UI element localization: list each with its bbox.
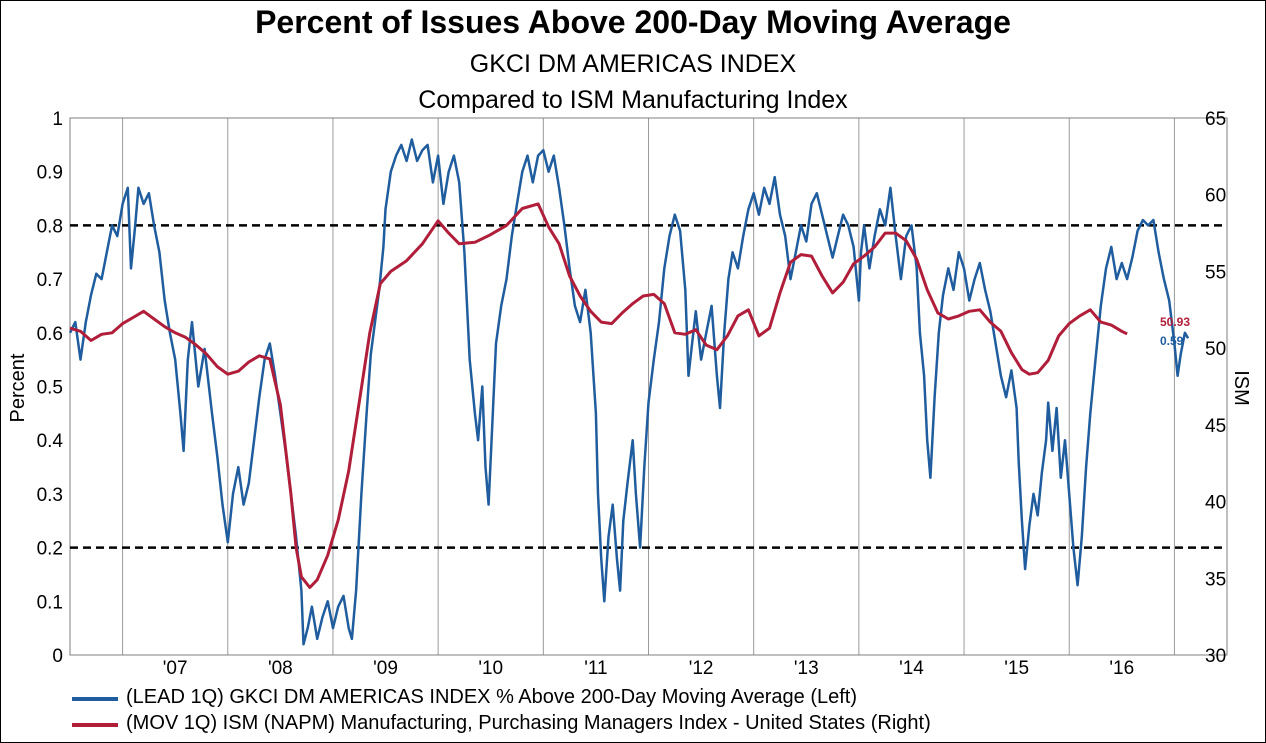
series-layer — [68, 138, 1190, 646]
chart-subtitle-2: Compared to ISM Manufacturing Index — [418, 86, 848, 114]
y-axis-title-left: Percent — [7, 353, 29, 422]
x-gridlines — [122, 118, 1175, 655]
y-tick-label-left: 0.1 — [37, 592, 63, 613]
y-tick-label-left: 1 — [52, 109, 63, 130]
legend-swatch-gkci — [72, 697, 118, 701]
reference-lines — [70, 224, 1227, 549]
legend-label-gkci: (LEAD 1Q) GKCI DM AMERICAS INDEX % Above… — [126, 686, 858, 708]
y-tick-label-right: 55 — [1205, 262, 1226, 283]
legend-label-ism: (MOV 1Q) ISM (NAPM) Manufacturing, Purch… — [126, 712, 931, 734]
y-tick-label-right: 65 — [1205, 109, 1226, 130]
legend-item-ism: (MOV 1Q) ISM (NAPM) Manufacturing, Purch… — [72, 712, 1262, 738]
y-tick-label-left: 0.6 — [37, 324, 63, 345]
y-tick-label-left: 0.8 — [37, 216, 63, 237]
x-tick-label: '07 — [163, 658, 188, 679]
chart-title: Percent of Issues Above 200-Day Moving A… — [255, 4, 1011, 40]
legend-item-gkci: (LEAD 1Q) GKCI DM AMERICAS INDEX % Above… — [72, 686, 1262, 712]
left-axis-ticks: 0 0.1 0.2 0.3 0.4 0.5 0.6 0.7 0.8 0.9 1 — [37, 109, 64, 667]
y-tick-label-left: 0.3 — [37, 485, 63, 506]
y-tick-label-left: 0 — [52, 646, 63, 667]
y-axis-title-right: ISM — [1230, 370, 1252, 406]
x-tick-label: '08 — [268, 658, 293, 679]
x-tick-label: '13 — [794, 658, 819, 679]
end-label-gkci: 0.59 — [1160, 334, 1184, 348]
y-tick-label-right: 60 — [1205, 186, 1226, 207]
y-tick-label-left: 0.5 — [37, 378, 63, 399]
y-tick-label-left: 0.2 — [37, 539, 63, 560]
y-tick-label-left: 0.9 — [37, 163, 63, 184]
x-axis-ticks: '07 '08 '09 '10 '11 '12 '13 '14 '15 '16 — [163, 658, 1134, 679]
x-tick-label: '12 — [689, 658, 714, 679]
series-line-ism — [69, 202, 1128, 589]
y-tick-label-right: 30 — [1205, 646, 1226, 667]
x-tick-label: '11 — [584, 658, 607, 679]
y-tick-label-left: 0.4 — [37, 431, 64, 452]
right-axis-ticks: 30 35 40 45 50 55 60 65 — [1205, 109, 1226, 667]
y-tick-label-right: 35 — [1205, 569, 1226, 590]
y-tick-label-right: 45 — [1205, 416, 1226, 437]
x-tick-label: '09 — [373, 658, 398, 679]
x-tick-label: '10 — [478, 658, 503, 679]
end-label-ism: 50.93 — [1160, 315, 1190, 329]
series-line-gkci — [68, 138, 1190, 646]
chart-subtitle: GKCI DM AMERICAS INDEX — [469, 50, 797, 78]
y-tick-label-right: 40 — [1205, 493, 1226, 514]
x-tick-label: '15 — [1004, 658, 1029, 679]
legend-swatch-ism — [72, 723, 118, 727]
y-tick-label-right: 50 — [1205, 339, 1226, 360]
y-tick-label-left: 0.7 — [37, 270, 63, 291]
x-tick-label: '14 — [899, 658, 924, 679]
x-tick-label: '16 — [1109, 658, 1134, 679]
plot-area-border — [69, 117, 1228, 656]
